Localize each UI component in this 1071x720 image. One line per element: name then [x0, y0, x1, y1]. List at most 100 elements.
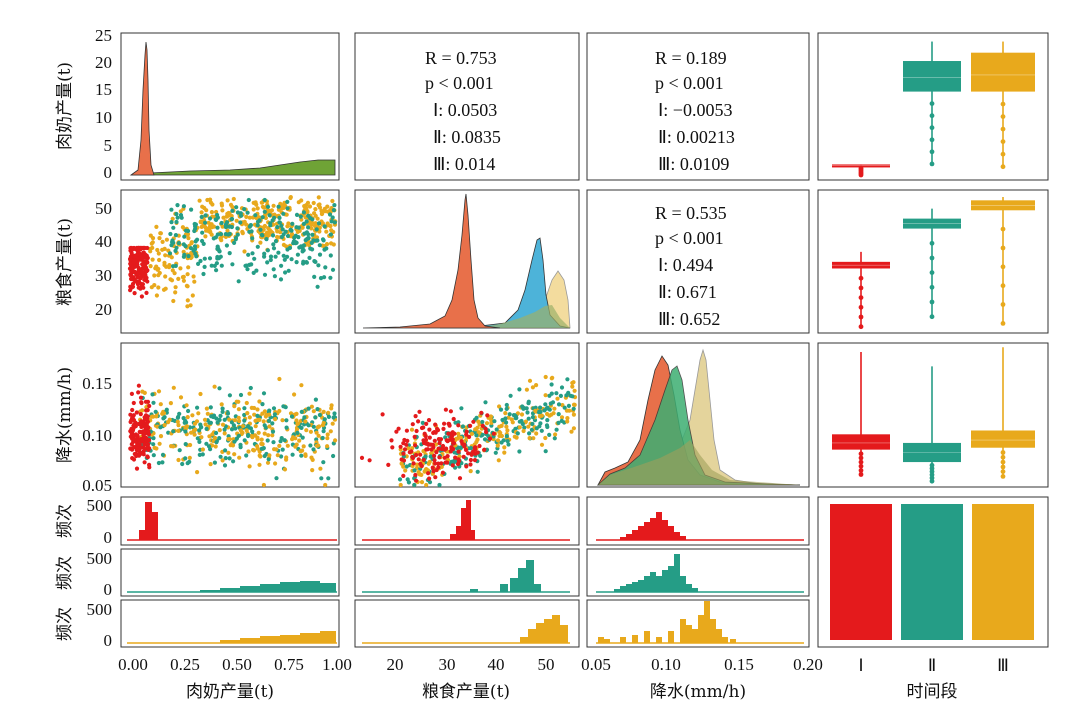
- hist-rain-III-bar: [722, 637, 728, 643]
- point-I: [390, 445, 395, 450]
- point-I: [424, 447, 429, 452]
- point-II-III: [242, 406, 247, 411]
- point-II-III: [285, 443, 290, 448]
- point-II-III: [250, 429, 255, 434]
- point-II: [310, 247, 315, 252]
- point-I: [444, 446, 449, 451]
- point-III: [313, 207, 318, 212]
- point-II-III: [284, 418, 289, 423]
- boxplot-rain-2-outlier: [1000, 454, 1006, 460]
- point-II-III: [247, 464, 252, 469]
- point-II: [322, 275, 327, 280]
- point-I: [130, 266, 135, 271]
- point-I: [145, 442, 151, 447]
- point-III: [163, 286, 168, 291]
- y-tick-label: 50: [95, 199, 112, 218]
- point-II-III: [293, 444, 298, 449]
- point-III: [258, 240, 263, 245]
- point-II-III: [250, 435, 255, 440]
- y-axis-title-rain: 降水(mm/h): [55, 367, 75, 463]
- point-I: [414, 478, 419, 483]
- hist-grain-III-bar: [536, 623, 544, 643]
- boxplot-grain-2-outlier: [1000, 283, 1006, 289]
- stat-group-I: Ⅰ: 0.494: [658, 255, 713, 275]
- point-III: [192, 279, 197, 284]
- point-II-III: [242, 418, 247, 423]
- panel-hist-grain-II: [354, 548, 580, 597]
- point-II-III: [538, 405, 543, 410]
- point-II-III: [428, 454, 433, 459]
- point-II-III: [520, 421, 525, 427]
- point-I: [453, 455, 458, 460]
- point-III: [329, 241, 334, 246]
- point-II: [272, 215, 277, 220]
- point-II-III: [543, 393, 548, 398]
- x-tick-label: 30: [439, 655, 456, 674]
- point-I: [404, 428, 409, 433]
- point-II-III: [545, 411, 550, 417]
- point-II-III: [543, 435, 548, 441]
- point-II-III: [208, 462, 213, 467]
- point-II: [183, 244, 188, 249]
- point-II-III: [526, 424, 531, 429]
- point-II-III: [543, 402, 548, 407]
- point-II-III: [177, 448, 182, 453]
- point-I: [480, 423, 485, 428]
- point-II-III: [571, 406, 576, 411]
- meat-density-curves: [129, 41, 336, 176]
- point-I: [414, 428, 419, 434]
- point-II-III: [519, 412, 525, 417]
- point-I: [144, 275, 149, 280]
- point-III: [206, 220, 211, 225]
- point-II: [223, 232, 228, 237]
- point-II-III: [261, 446, 266, 451]
- boxplot-rain-0-outlier: [858, 472, 864, 477]
- point-III: [275, 235, 280, 240]
- point-I: [434, 467, 439, 473]
- point-II: [320, 237, 326, 242]
- point-I: [136, 383, 141, 388]
- point-II: [236, 279, 241, 284]
- point-II-III: [212, 460, 217, 465]
- point-I: [128, 446, 133, 451]
- hist-meat-III-bar: [300, 633, 320, 643]
- point-II-III: [415, 462, 420, 467]
- point-II-III: [547, 432, 552, 437]
- point-II-III: [525, 410, 530, 415]
- point-III: [191, 274, 196, 279]
- point-II: [278, 277, 284, 282]
- point-II-III: [244, 428, 249, 433]
- point-III: [167, 265, 172, 270]
- point-II-III: [483, 400, 488, 405]
- point-III: [269, 229, 274, 234]
- hist-rain-I-bar: [680, 536, 686, 540]
- point-III: [299, 217, 304, 222]
- point-II-III: [277, 376, 282, 382]
- point-II: [275, 225, 280, 230]
- point-I: [129, 391, 134, 396]
- point-II-III: [539, 442, 545, 447]
- point-II-III: [530, 421, 535, 427]
- hist-rain-III-bar: [680, 619, 686, 643]
- point-II: [265, 260, 270, 265]
- point-II-III: [213, 444, 218, 449]
- point-I: [442, 421, 447, 426]
- point-II-III: [200, 447, 205, 452]
- point-II-III: [232, 452, 237, 457]
- hist-rain-II-bar: [632, 582, 638, 592]
- point-III: [317, 205, 323, 210]
- rain-density-curves: [596, 348, 801, 486]
- hist-rain-II-bar: [686, 584, 692, 592]
- point-III: [160, 239, 165, 244]
- point-I: [413, 443, 418, 448]
- point-II: [239, 213, 244, 218]
- point-II: [317, 252, 323, 257]
- point-II-III: [505, 439, 510, 444]
- point-I: [438, 437, 444, 442]
- point-III: [199, 210, 204, 215]
- point-III: [231, 196, 236, 202]
- point-I: [142, 442, 147, 447]
- point-I: [432, 438, 437, 443]
- point-I: [456, 449, 461, 454]
- point-II: [176, 241, 181, 246]
